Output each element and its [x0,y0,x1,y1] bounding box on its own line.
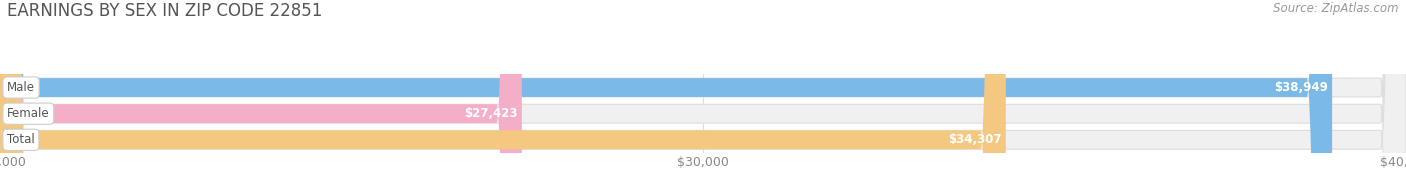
Text: EARNINGS BY SEX IN ZIP CODE 22851: EARNINGS BY SEX IN ZIP CODE 22851 [7,2,322,20]
Text: Total: Total [7,133,35,146]
FancyBboxPatch shape [0,0,522,196]
Text: $38,949: $38,949 [1274,81,1327,94]
FancyBboxPatch shape [0,0,1005,196]
Text: Source: ZipAtlas.com: Source: ZipAtlas.com [1274,2,1399,15]
Text: Female: Female [7,107,49,120]
Text: Male: Male [7,81,35,94]
FancyBboxPatch shape [0,0,1331,196]
Text: $34,307: $34,307 [948,133,1001,146]
Text: $27,423: $27,423 [464,107,517,120]
